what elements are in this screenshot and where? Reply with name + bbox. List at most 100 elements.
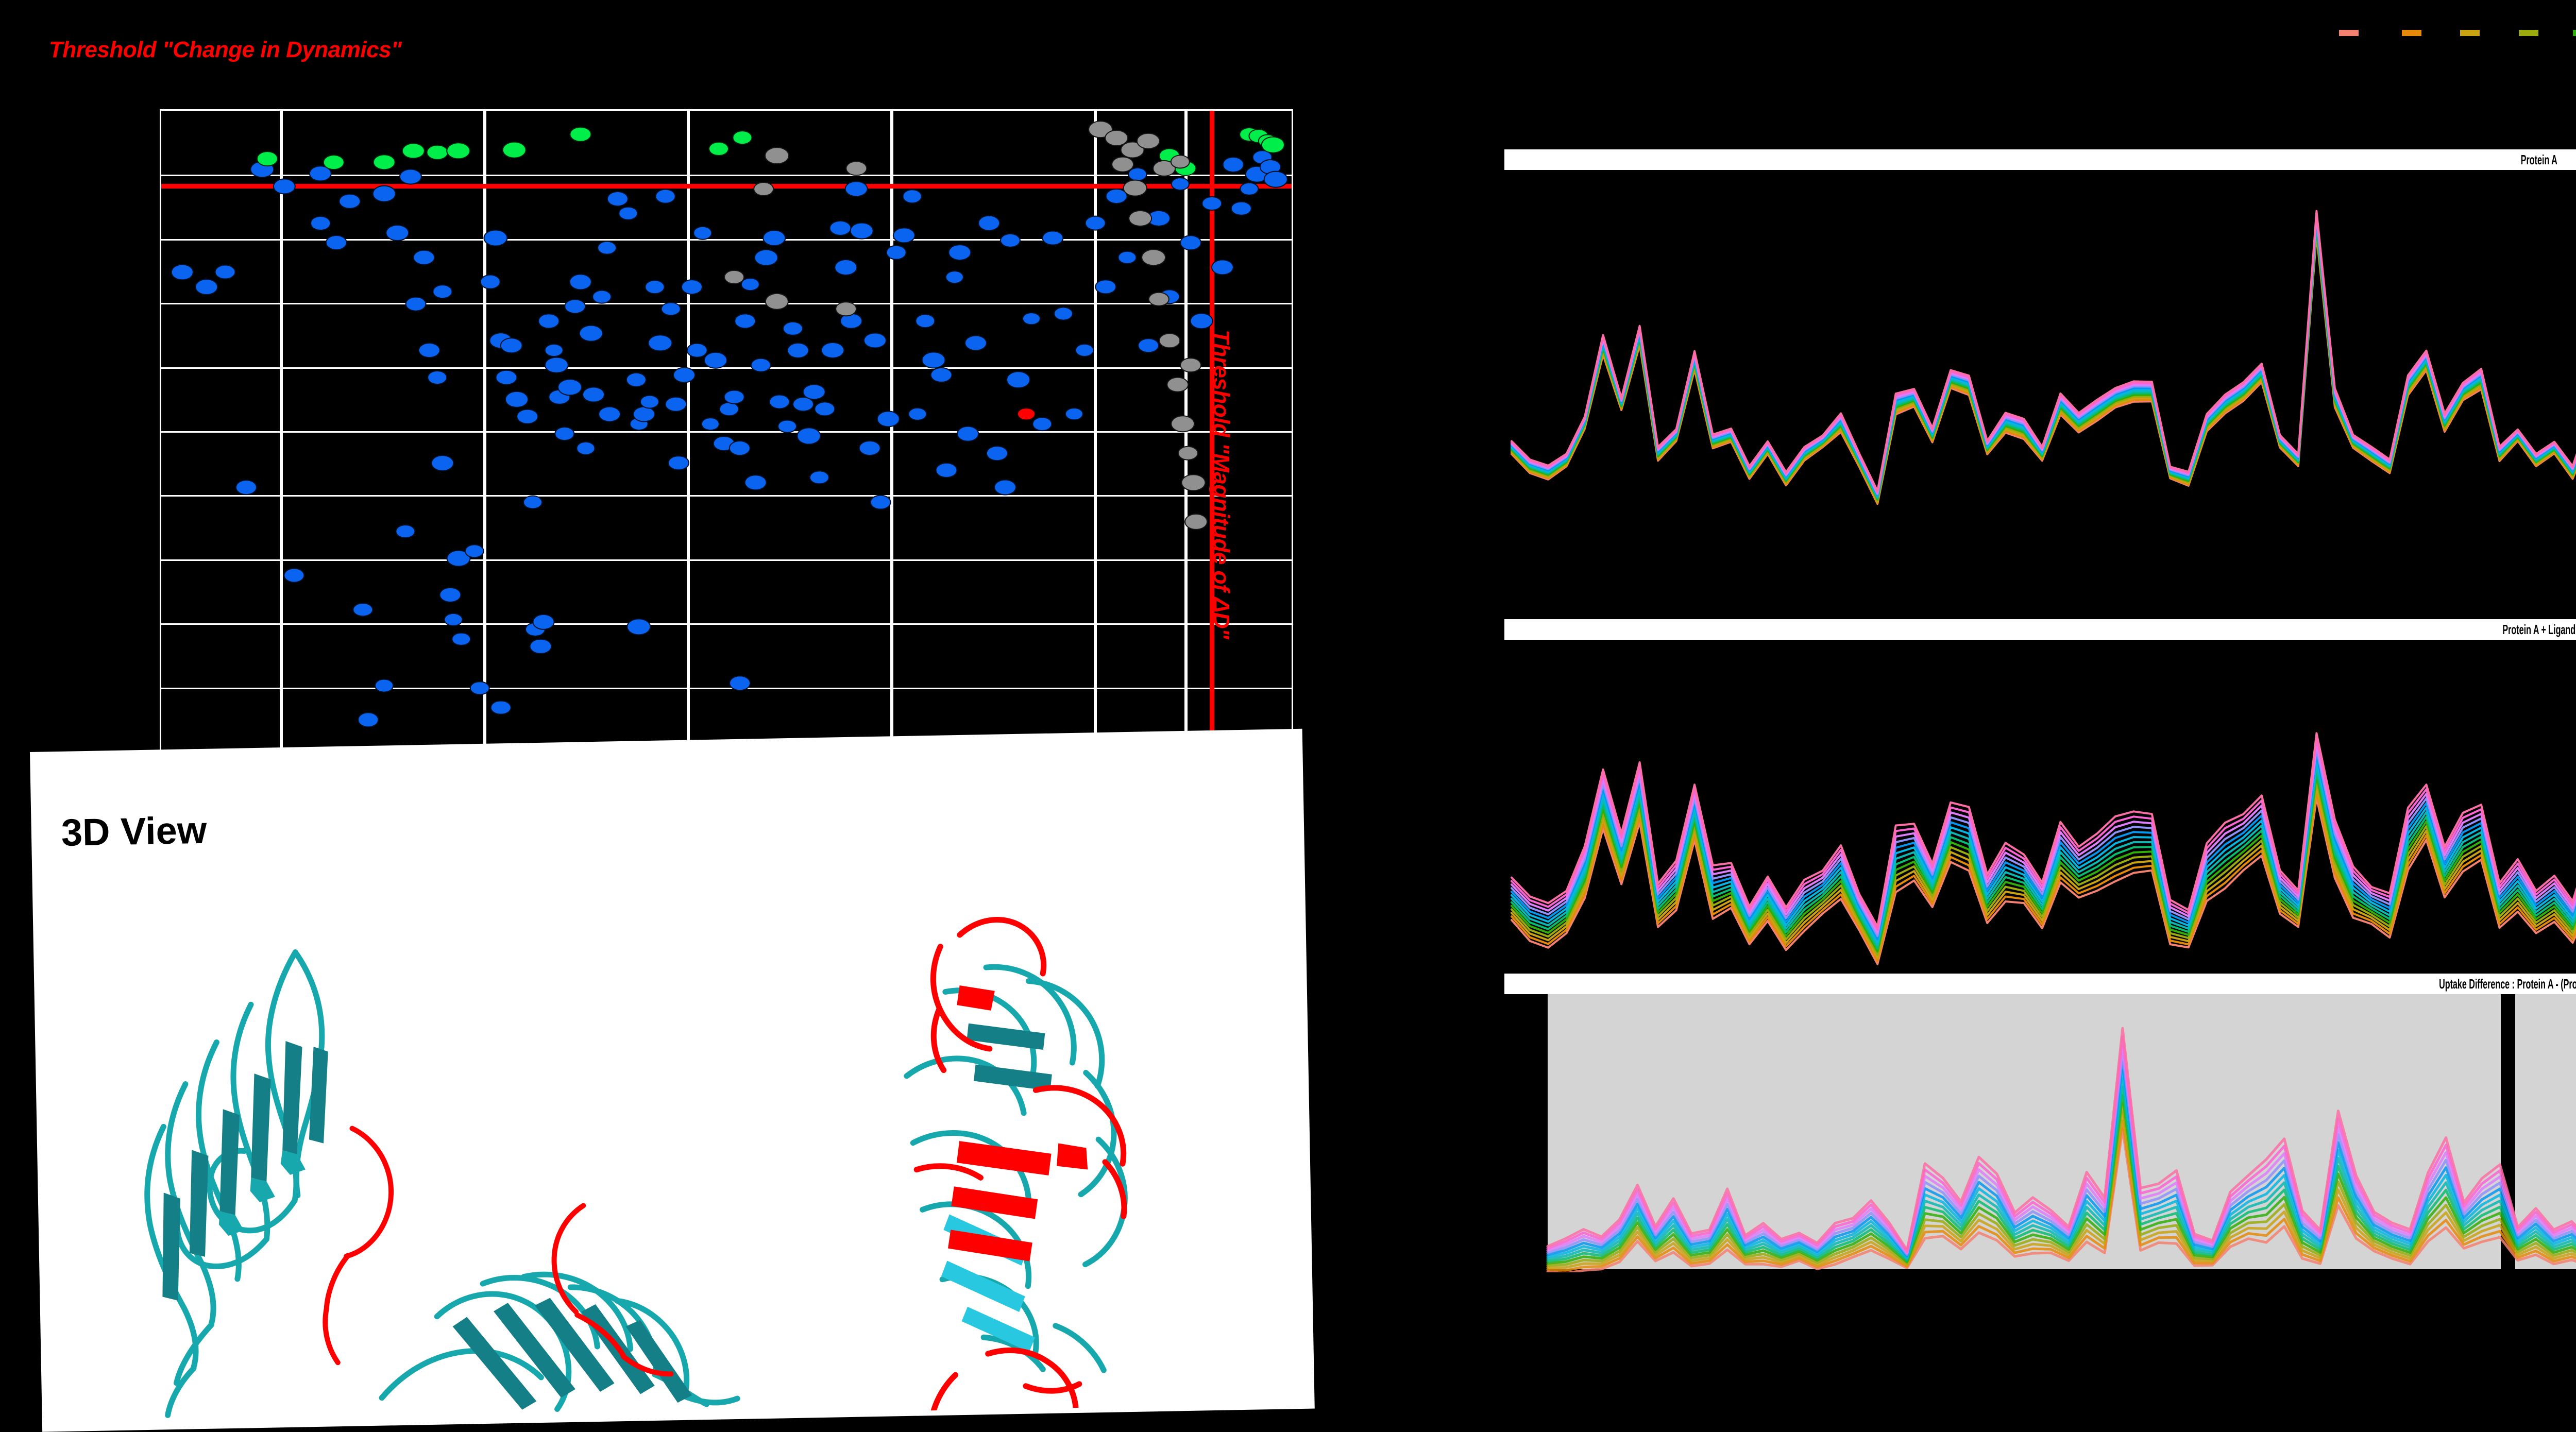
volcano-point[interactable] (1171, 415, 1195, 432)
volcano-point[interactable] (372, 185, 396, 202)
volcano-point[interactable] (451, 632, 471, 646)
volcano-point[interactable] (375, 678, 394, 692)
volcano-point[interactable] (1000, 233, 1021, 247)
volcano-point[interactable] (645, 280, 665, 294)
volcano-point[interactable] (500, 337, 523, 353)
volcano-point[interactable] (402, 143, 425, 159)
volcano-point[interactable] (1231, 201, 1251, 216)
volcano-point[interactable] (978, 215, 1001, 231)
volcano-point[interactable] (592, 290, 612, 304)
volcano-point[interactable] (701, 417, 720, 431)
volcano-point[interactable] (323, 155, 345, 170)
volcano-point[interactable] (769, 394, 790, 409)
volcano-point[interactable] (877, 411, 900, 427)
volcano-point[interactable] (538, 314, 560, 329)
volcano-point[interactable] (1117, 251, 1137, 264)
volcano-point[interactable] (668, 455, 689, 471)
volcano-point[interactable] (809, 471, 829, 485)
volcano-point[interactable] (214, 265, 235, 280)
volcano-point[interactable] (661, 302, 681, 316)
volcano-point[interactable] (863, 333, 886, 349)
volcano-point[interactable] (490, 700, 512, 715)
volcano-point[interactable] (665, 397, 687, 413)
volcano-point[interactable] (413, 250, 435, 265)
volcano-point[interactable] (1240, 182, 1259, 196)
legend-swatch[interactable] (2460, 30, 2480, 36)
uptake-line-chart[interactable] (1504, 170, 2576, 520)
volcano-point[interactable] (545, 344, 564, 357)
uptake-line-chart[interactable] (1504, 994, 2576, 1272)
volcano-point[interactable] (480, 275, 501, 289)
volcano-point[interactable] (921, 352, 945, 369)
uptake-line-chart[interactable] (1504, 640, 2576, 969)
volcano-point[interactable] (850, 222, 874, 239)
volcano-point[interactable] (495, 369, 517, 385)
volcano-point[interactable] (893, 228, 916, 244)
volcano-point[interactable] (835, 301, 857, 317)
volcano-point[interactable] (734, 314, 755, 329)
volcano-point[interactable] (171, 264, 194, 280)
volcano-point[interactable] (994, 480, 1016, 496)
volcano-point[interactable] (257, 151, 278, 166)
volcano-point[interactable] (1065, 407, 1083, 421)
volcano-point[interactable] (1006, 371, 1031, 388)
volcano-point[interactable] (273, 179, 296, 195)
volcano-point[interactable] (796, 428, 821, 445)
volcano-point[interactable] (426, 145, 448, 160)
volcano-point[interactable] (814, 402, 835, 417)
volcano-point[interactable] (1159, 333, 1180, 348)
legend-strip[interactable] (1494, 0, 2576, 62)
volcano-point[interactable] (470, 681, 490, 695)
volcano-point[interactable] (787, 343, 809, 358)
volcano-point[interactable] (886, 245, 907, 260)
chart-protein-a-ligand[interactable] (1504, 640, 2576, 969)
volcano-point[interactable] (386, 225, 409, 241)
volcano-point[interactable] (655, 189, 676, 204)
volcano-point[interactable] (530, 639, 552, 654)
volcano-point[interactable] (673, 367, 696, 383)
volcano-point[interactable] (505, 391, 529, 407)
volcano-point[interactable] (845, 181, 868, 197)
volcano-point[interactable] (902, 189, 922, 203)
volcano-point[interactable] (483, 229, 507, 246)
volcano-point[interactable] (418, 343, 440, 358)
volcano-point[interactable] (523, 495, 543, 509)
volcano-point[interactable] (1180, 235, 1201, 250)
volcano-point[interactable] (870, 495, 891, 509)
volcano-plot-area[interactable] (160, 109, 1293, 753)
volcano-point[interactable] (235, 480, 257, 495)
volcano-point[interactable] (724, 389, 745, 404)
volcano-point[interactable] (1184, 514, 1208, 530)
volcano-point[interactable] (754, 249, 778, 266)
volcano-point[interactable] (1138, 338, 1159, 353)
volcano-point[interactable] (444, 612, 463, 626)
volcano-point[interactable] (1112, 157, 1134, 173)
volcano-point[interactable] (821, 342, 844, 359)
volcano-point[interactable] (554, 427, 574, 441)
legend-swatch[interactable] (2519, 30, 2538, 36)
volcano-point[interactable] (358, 712, 379, 727)
volcano-point[interactable] (681, 279, 703, 295)
legend-swatch[interactable] (2402, 30, 2421, 36)
volcano-point[interactable] (557, 379, 582, 396)
volcano-point[interactable] (1017, 407, 1036, 421)
volcano-point[interactable] (765, 147, 789, 165)
three-d-view-card[interactable]: 3D View (30, 729, 1315, 1432)
volcano-point[interactable] (619, 207, 638, 220)
volcano-point[interactable] (405, 297, 427, 312)
volcano-point[interactable] (576, 441, 595, 455)
volcano-point[interactable] (936, 463, 958, 478)
chart-uptake-difference[interactable] (1504, 994, 2576, 1272)
volcano-point[interactable] (930, 367, 953, 383)
volcano-point[interactable] (1211, 259, 1234, 275)
volcano-point[interactable] (626, 372, 647, 387)
volcano-point[interactable] (948, 244, 972, 261)
volcano-point[interactable] (597, 241, 617, 255)
volcano-point[interactable] (439, 587, 462, 603)
volcano-point[interactable] (744, 474, 767, 490)
volcano-point[interactable] (399, 169, 422, 185)
volcano-point[interactable] (708, 142, 729, 156)
volcano-point[interactable] (598, 406, 621, 422)
volcano-point[interactable] (762, 230, 786, 246)
volcano-point[interactable] (1166, 377, 1189, 393)
